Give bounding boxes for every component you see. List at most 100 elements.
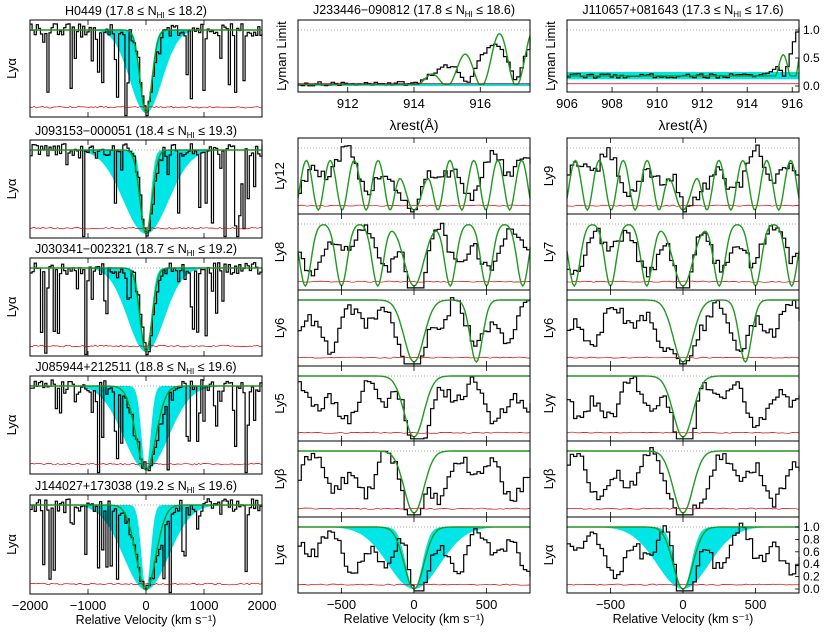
wave-tick-label: 912 [337,96,359,111]
error-spectrum [297,507,531,510]
model-line [567,375,799,438]
panel-title-text: J085944+212511 (18.8 ≤ N [35,360,186,374]
uncertainty-band [298,527,530,589]
panel-ylabel: Ly6 [541,318,556,338]
panel-3-6: Lyα [541,516,800,594]
y-tick-label: 1.0 [803,23,820,37]
error-spectrum [566,356,800,359]
panel-ylabel: Lyα [4,414,19,435]
wave-tick-label: 912 [691,96,713,111]
y-tick-label: 0.8 [803,532,820,546]
error-spectrum [29,344,263,348]
y-tick-label: 1.0 [803,520,820,534]
panel-2-6: Lyα [272,516,531,594]
panel-frame [29,19,263,118]
model-line [30,385,262,471]
flux-spectrum [298,222,531,289]
panel-2-3: Ly6 [272,289,531,367]
model-line [298,375,530,438]
flux-spectrum [30,23,263,117]
wave-tick-label: 916 [781,96,803,111]
panel-frame [297,516,531,594]
flux-spectrum [30,498,263,594]
panel-title-text: J144027+173038 (19.2 ≤ N [35,479,187,493]
panel-frame [297,137,531,215]
y-tick-label: 0.6 [803,545,820,559]
flux-spectrum [567,376,800,440]
error-spectrum [566,204,800,207]
model-line [298,450,530,514]
model-line [567,53,800,77]
model-line [30,504,262,591]
panel-title: J110657+081643 (17.3 ≤ NHI ≤ 17.6) [582,3,783,19]
panel-title-range: ≤ 18.6) [473,3,515,17]
x-tick-label: 1000 [190,598,219,613]
flux-spectrum [567,225,800,289]
model-line [567,450,799,514]
y-tick-label: 0.0 [803,79,820,93]
panel-title-range: ≤ 19.6) [194,360,236,374]
model-line [297,159,531,212]
panel-title: J144027+173038 (19.2 ≤ NHI ≤ 19.6) [35,479,237,495]
model-line [297,224,531,288]
x-tick-label: 0 [679,597,686,612]
panel-frame [566,19,800,93]
error-spectrum [297,431,531,434]
error-spectrum [566,507,800,510]
error-spectrum [566,583,800,586]
panel-frame [29,375,263,475]
uncertainty-band [30,30,262,113]
panel-title-range: ≤ 19.6) [195,479,237,493]
x-tick-label: −500 [596,597,625,612]
panel-1-1: Lyα H0449 (17.8 ≤ NHI ≤ 18.2) [4,4,263,118]
panel-3-4: Lyγ [541,365,800,442]
wave-tick-label: 914 [403,96,425,111]
panel-frame [566,365,800,442]
nhi-subscript: HI [187,486,195,495]
panel-2-2: Ly8 [272,213,531,291]
panel-title: J233446−090812 (17.8 ≤ NHI ≤ 18.6) [313,3,515,19]
error-spectrum [297,280,531,283]
panel-3-2: Ly7 [541,213,800,291]
panel-title-range: ≤ 19.3) [195,124,237,138]
panel-title: J093153−000051 (18.4 ≤ NHI ≤ 19.3) [35,124,237,140]
model-line [30,267,262,354]
flux-spectrum [298,528,531,592]
panel-frame [297,440,531,518]
x-tick-label: 0 [410,597,417,612]
uncertainty-band [30,268,262,352]
panel-ylabel: Lyα [4,296,19,317]
panel-frame [566,516,800,594]
panel-ylabel: Ly7 [541,242,556,262]
x-tick-label: −2000 [12,598,49,613]
nhi-subscript: HI [157,11,165,20]
panel-ylabel: Ly12 [272,162,287,190]
error-spectrum [29,226,263,230]
panel-frame [29,494,263,595]
x-tick-label: 500 [476,597,498,612]
nhi-subscript: HI [187,131,195,140]
uncertainty-band [30,505,262,590]
error-spectrum [297,583,531,586]
panel-frame [566,289,800,367]
flux-spectrum [298,297,531,365]
panel-title-range: ≤ 18.2) [165,4,207,18]
panel-ylabel: Lyα [272,544,287,565]
y-tick-label: 0.5 [803,51,820,65]
model-line [30,149,262,236]
flux-spectrum [30,379,263,474]
panel-1-5: Lyα J144027+173038 (19.2 ≤ NHI ≤ 19.6) [4,479,263,595]
lyman-limit-ylabel: Lyman Limit [543,21,558,91]
nhi-subscript: HI [186,367,194,376]
model-line [567,526,799,590]
panel-title-range: ≤ 17.6) [741,3,783,17]
panel-title-range: ≤ 19.2) [195,242,237,256]
error-spectrum [566,280,800,283]
panel-ylabel: Lyα [4,178,19,199]
panel-frame [297,19,531,93]
error-spectrum [297,204,531,207]
panel-1-2: Lyα J093153−000051 (18.4 ≤ NHI ≤ 19.3) [4,124,263,239]
x-tick-label: 0 [142,598,149,613]
lyman-limit-ylabel: Lyman Limit [274,21,289,91]
